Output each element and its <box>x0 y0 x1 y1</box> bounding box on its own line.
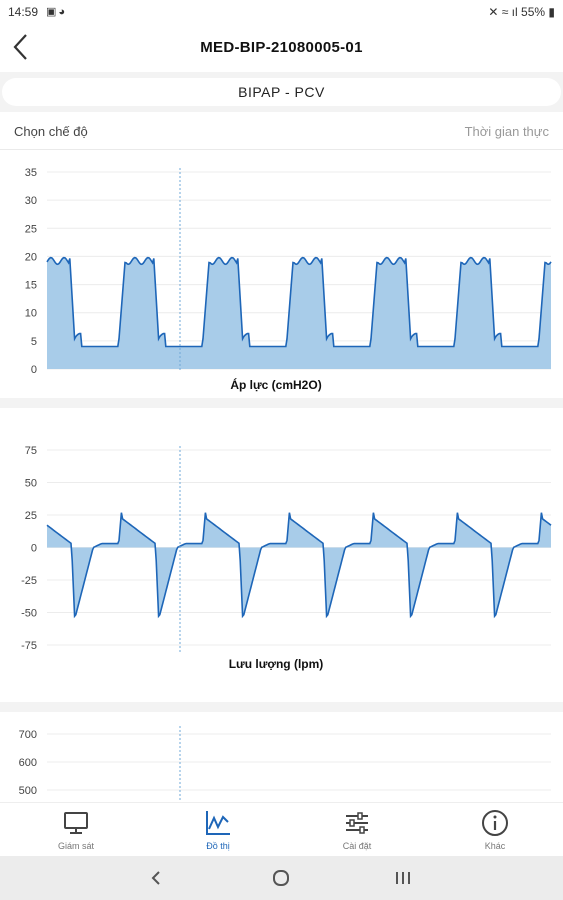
y-tick-label: 600 <box>19 757 37 769</box>
y-tick-label: -75 <box>21 640 37 652</box>
mode-value[interactable]: Thời gian thực <box>464 124 549 139</box>
nav-item-other[interactable]: Khác <box>425 803 563 857</box>
nav-label-monitor: Giám sát <box>57 841 94 851</box>
y-tick-label: 0 <box>31 364 37 376</box>
system-home-icon <box>273 870 289 886</box>
status-right: ✕ ≈ ıl 55% ▮ <box>488 5 555 19</box>
waveform-area <box>47 257 551 369</box>
nav-label-other: Khác <box>484 841 506 851</box>
y-tick-label: 30 <box>25 195 37 207</box>
system-recents-icon <box>396 872 410 884</box>
flow-axis-label: Lưu lượng (lpm) <box>229 657 324 671</box>
pressure-chart: 0 5 10 15 20 25 30 35 Áp lực (cmH2O) <box>0 154 563 394</box>
y-tick-label: 5 <box>31 336 37 348</box>
flow-chart-svg: -75 -50 -25 0 25 50 75 Lưu lượng (lpm) <box>21 445 552 671</box>
monitor-icon <box>64 812 88 834</box>
chart-panel: Chọn chế độ Thời gian thực 0 5 10 15 20 25 30 3… <box>0 112 563 802</box>
y-tick-label: 15 <box>25 280 37 292</box>
status-time: 14:59 <box>8 5 39 19</box>
mode-row: Chọn chế độ Thời gian thực <box>0 112 563 150</box>
y-tick-label: 700 <box>19 729 37 741</box>
waveform-line <box>46 512 552 619</box>
y-tick-label: 20 <box>25 251 37 263</box>
y-tick-label: 0 <box>31 543 37 555</box>
y-tick-label: 10 <box>25 308 37 320</box>
chart-divider <box>0 398 563 408</box>
y-tick-label: 25 <box>25 223 37 235</box>
volume-chart-svg: 500 600 700 <box>19 726 551 802</box>
battery-level: 55% <box>521 5 546 19</box>
nav-item-settings[interactable]: Cài đặt <box>287 803 427 857</box>
sliders-icon <box>346 812 368 834</box>
mode-label: Chọn chế độ <box>14 124 88 139</box>
bottom-nav: Giám sát Đồ thị Cài đặt Khác <box>0 802 563 856</box>
y-tick-label: 35 <box>25 167 37 179</box>
system-nav-bar <box>0 856 563 900</box>
mode-selector[interactable]: BIPAP - PCV <box>2 78 561 106</box>
battery-icon: ▮ <box>545 5 555 19</box>
y-tick-label: 25 <box>25 510 37 522</box>
y-tick-label: -25 <box>21 575 37 587</box>
nav-label-settings: Cài đặt <box>342 841 372 851</box>
nav-item-chart[interactable]: Đồ thị <box>148 803 288 857</box>
y-tick-label: 500 <box>19 785 37 797</box>
notification-icons: ▣◕ <box>46 6 68 18</box>
waveform-area <box>47 512 551 617</box>
page-title: MED-BIP-21080005-01 <box>200 39 363 56</box>
pressure-chart-svg: 0 5 10 15 20 25 30 35 Áp lực (cmH2O) <box>25 167 552 392</box>
volume-chart: 500 600 700 <box>0 712 563 802</box>
status-bar: 14:59 ▣◕ ✕ ≈ ıl 55% ▮ <box>0 0 563 24</box>
y-tick-label: 75 <box>25 445 37 457</box>
nav-label-chart: Đồ thị <box>206 841 230 851</box>
back-button[interactable] <box>10 32 42 64</box>
waveform-line <box>46 256 552 348</box>
chart-divider <box>0 702 563 712</box>
y-tick-label: 50 <box>25 478 37 490</box>
pressure-axis-label: Áp lực (cmH2O) <box>230 377 321 392</box>
system-recents-button[interactable] <box>383 864 423 892</box>
flow-chart: -75 -50 -25 0 25 50 75 Lưu lượng (lpm) <box>0 432 563 692</box>
system-home-button[interactable] <box>261 864 301 892</box>
info-icon <box>482 810 508 836</box>
chevron-left-icon <box>13 34 27 60</box>
y-tick-label: -50 <box>21 608 37 620</box>
signal-icon: ✕ ≈ ıl <box>488 5 522 19</box>
chart-icon <box>206 811 230 835</box>
nav-item-monitor[interactable]: Giám sát <box>6 803 146 857</box>
app-header: MED-BIP-21080005-01 <box>0 24 563 72</box>
system-back-icon <box>151 871 160 885</box>
system-back-button[interactable] <box>136 864 176 892</box>
